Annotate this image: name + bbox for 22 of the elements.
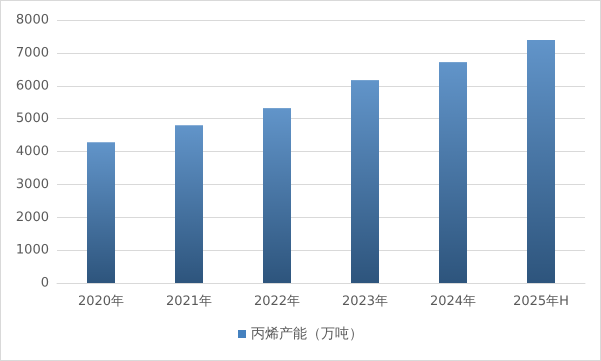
y-tick-label: 7000 <box>16 45 49 60</box>
y-tick-label: 4000 <box>16 144 49 159</box>
y-tick-label: 6000 <box>16 78 49 94</box>
x-tick-label: 2023年 <box>342 294 388 309</box>
y-tick-label: 0 <box>40 276 49 290</box>
x-tick-label: 2024年 <box>430 294 476 309</box>
legend-label: 丙烯产能（万吨） <box>251 326 363 342</box>
bar <box>175 125 203 283</box>
x-tick-label: 2025年H <box>513 294 569 309</box>
bar <box>527 40 555 283</box>
y-tick-label: 1000 <box>16 242 49 258</box>
y-tick-label: 2000 <box>16 210 49 225</box>
y-tick-label: 3000 <box>16 176 49 192</box>
bar <box>87 142 115 283</box>
x-tick-label: 2021年 <box>166 294 212 309</box>
y-tick-label: 5000 <box>16 111 49 126</box>
bar <box>263 108 291 283</box>
bar <box>351 80 379 283</box>
y-tick-label: 8000 <box>16 12 49 28</box>
x-tick-label: 2020年 <box>78 294 124 309</box>
bar <box>439 62 467 283</box>
x-tick-label: 2022年 <box>254 294 300 309</box>
